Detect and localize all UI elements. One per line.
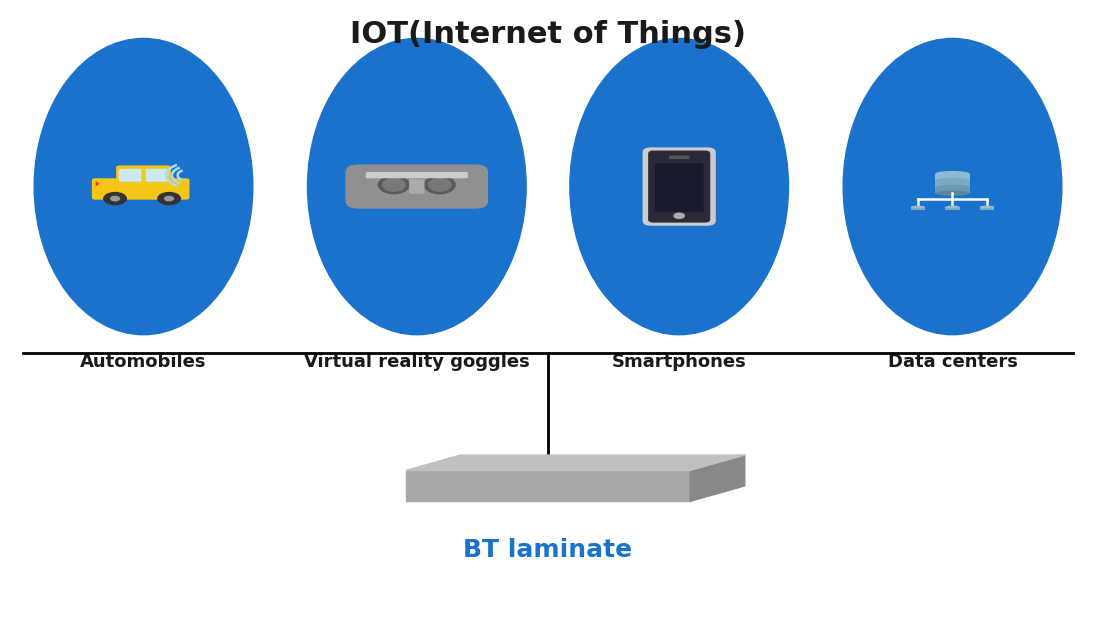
Polygon shape (406, 471, 690, 502)
FancyBboxPatch shape (345, 164, 488, 209)
FancyBboxPatch shape (648, 151, 710, 223)
Polygon shape (911, 207, 925, 210)
Circle shape (673, 213, 685, 219)
Polygon shape (945, 207, 960, 210)
FancyBboxPatch shape (642, 148, 716, 226)
FancyBboxPatch shape (146, 169, 169, 182)
Ellipse shape (945, 206, 960, 208)
Ellipse shape (843, 38, 1062, 335)
FancyBboxPatch shape (92, 179, 190, 200)
Ellipse shape (911, 206, 925, 208)
FancyBboxPatch shape (654, 163, 704, 212)
Ellipse shape (424, 175, 456, 194)
Text: BT laminate: BT laminate (464, 538, 632, 562)
Text: Virtual reality goggles: Virtual reality goggles (304, 353, 529, 371)
Polygon shape (936, 187, 970, 193)
Circle shape (164, 196, 174, 202)
Polygon shape (936, 174, 970, 180)
Circle shape (110, 196, 121, 202)
Text: Automobiles: Automobiles (80, 353, 207, 371)
Ellipse shape (936, 171, 970, 176)
Ellipse shape (936, 190, 970, 196)
Ellipse shape (570, 38, 788, 335)
Polygon shape (936, 180, 970, 187)
FancyBboxPatch shape (409, 179, 424, 194)
Polygon shape (95, 181, 100, 187)
Ellipse shape (936, 178, 970, 183)
Text: Smartphones: Smartphones (612, 353, 746, 371)
Ellipse shape (308, 38, 526, 335)
Polygon shape (690, 455, 745, 502)
FancyBboxPatch shape (116, 166, 171, 184)
FancyBboxPatch shape (118, 169, 141, 182)
Ellipse shape (427, 178, 452, 192)
Text: IOT(Internet of Things): IOT(Internet of Things) (350, 20, 746, 49)
Ellipse shape (34, 38, 253, 335)
Polygon shape (406, 455, 745, 471)
Ellipse shape (381, 178, 406, 192)
Ellipse shape (936, 185, 970, 190)
FancyBboxPatch shape (366, 172, 468, 179)
Polygon shape (980, 207, 994, 210)
Circle shape (157, 192, 181, 205)
Circle shape (103, 192, 127, 205)
Text: Data centers: Data centers (888, 353, 1017, 371)
Ellipse shape (378, 175, 410, 194)
FancyBboxPatch shape (669, 156, 689, 159)
Ellipse shape (980, 206, 994, 208)
